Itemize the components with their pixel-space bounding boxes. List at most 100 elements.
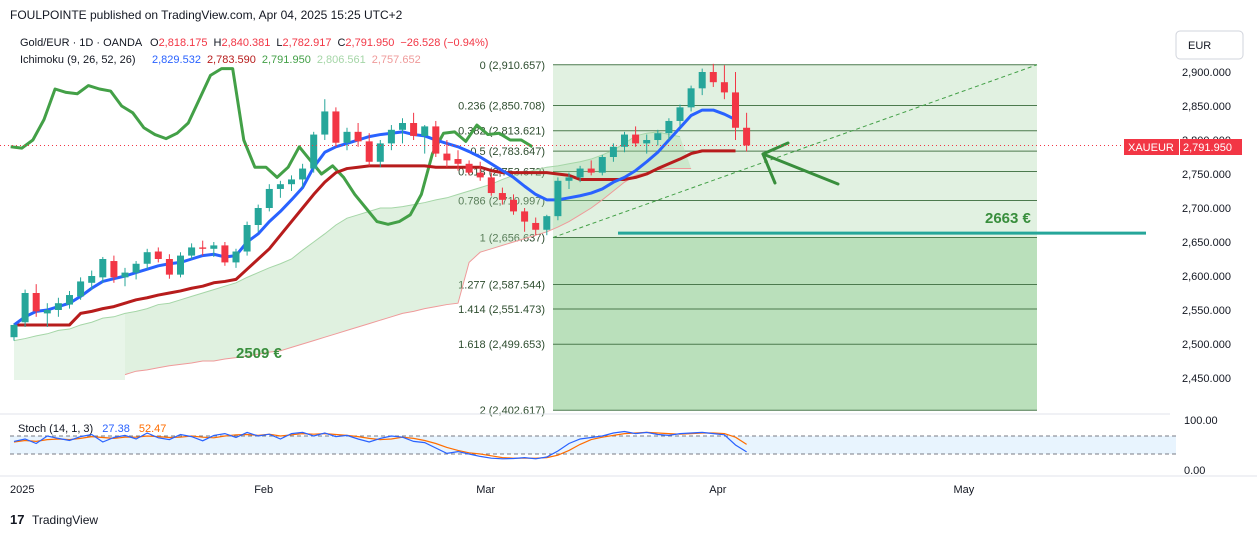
time-tick: Mar — [476, 484, 495, 496]
candle-body — [354, 131, 362, 142]
candle-body — [21, 293, 29, 323]
candle-body — [609, 146, 617, 157]
candle-body — [376, 143, 384, 162]
candle-body — [332, 111, 340, 143]
stoch-label[interactable]: Stoch (14, 1, 3) 27.38 52.47 — [18, 423, 166, 435]
publisher-line: FOULPOINTE published on TradingView.com,… — [10, 8, 403, 22]
fib-level-label: 0.236 (2,850.708) — [458, 101, 545, 113]
candle-body — [598, 157, 606, 173]
candle-body — [343, 131, 351, 143]
candle-body — [265, 188, 273, 208]
candle-body — [498, 193, 506, 200]
ichimoku-values-text: 2,829.532 2,783.590 2,791.950 2,806.561 2,75… — [152, 54, 421, 66]
drawings: 2663 € 2509 € — [0, 141, 1176, 362]
ichimoku-label[interactable]: Ichimoku (9, 26, 52, 26) — [20, 54, 136, 66]
candle-body — [654, 133, 662, 140]
fib-zone — [553, 308, 1037, 345]
time-tick: Feb — [254, 484, 273, 496]
fib-level-label: 2 (2,402.617) — [480, 405, 545, 417]
price-axis[interactable]: 2,450.000 2,500.000 2,550.000 2,600.000 2,65… — [1182, 67, 1231, 385]
price-tick: 2,600.000 — [1182, 271, 1231, 283]
level-2509-label: 2509 € — [236, 345, 283, 362]
candle-body — [188, 247, 196, 256]
fib-level-label: 1.618 (2,499.653) — [458, 339, 545, 351]
time-tick: Apr — [709, 484, 726, 496]
price-tick: 2,900.000 — [1182, 67, 1231, 79]
price-badge-price-bg — [1180, 139, 1242, 155]
price-badge-symbol: XAUEUR — [1128, 142, 1174, 154]
candle-body — [77, 281, 85, 297]
candle-body — [165, 259, 173, 275]
candle-body — [254, 208, 262, 225]
candle-body — [88, 276, 96, 283]
candle-body — [487, 177, 495, 194]
candle-body — [276, 184, 284, 189]
fib-level-label: 0 (2,910.657) — [480, 60, 545, 72]
stoch-band — [10, 436, 1176, 454]
fib-level-label: 1.277 (2,587.544) — [458, 279, 545, 291]
chikou-line — [10, 67, 534, 226]
candle-body — [565, 177, 573, 181]
stoch-tick: 100.00 — [1184, 415, 1218, 427]
candle-body — [32, 293, 40, 312]
fib-trend-line — [552, 64, 1038, 238]
candle-body — [521, 211, 529, 222]
ichimoku-value: 2,791.950 — [262, 54, 311, 66]
candle-body — [43, 310, 51, 314]
candle-body — [399, 123, 406, 130]
time-tick: 2025 — [10, 484, 34, 496]
ohlc-key-L: L — [276, 37, 282, 49]
arrow-line-lower — [761, 152, 777, 185]
candle-body — [310, 134, 318, 169]
tradingview-logo[interactable]: 17 TradingView — [10, 512, 98, 527]
candle-body — [110, 261, 118, 278]
fib-zone — [553, 64, 1037, 106]
fib-level-label: 1.414 (2,551.473) — [458, 304, 545, 316]
price-tick: 2,700.000 — [1182, 203, 1231, 215]
tenkan-line — [13, 108, 737, 327]
cloud-fill — [125, 131, 692, 375]
currency-selector[interactable] — [1175, 30, 1244, 60]
ohlc-value-O: 2,818.175 — [159, 37, 208, 49]
candle-body — [443, 153, 451, 161]
ichimoku-values: 2,829.532 2,783.590 2,791.950 2,806.561 2,75… — [152, 54, 421, 66]
fib-zone — [553, 237, 1037, 285]
symbol-name[interactable]: Gold/EUR · 1D · OANDA — [20, 37, 143, 49]
candle-body — [554, 180, 562, 217]
fib-zone — [553, 284, 1037, 309]
candle-body — [66, 295, 73, 305]
time-axis[interactable]: 2025 Feb Mar Apr May — [10, 484, 975, 496]
stoch-k-line — [13, 430, 747, 460]
currency-label: EUR — [1188, 40, 1211, 52]
candle-body — [10, 324, 18, 338]
fib-zone — [553, 151, 1037, 172]
ohlc-key-C: C — [337, 37, 345, 49]
ichimoku-lines — [10, 67, 737, 327]
candle-body — [210, 245, 218, 249]
fibonacci-layer: 0 (2,910.657)0.236 (2,850.708)0.382 (2,8… — [458, 60, 1038, 417]
candle-body — [587, 168, 595, 173]
candle-body — [732, 92, 739, 128]
symbol-label[interactable]: Gold/EUR · 1D · OANDA — [20, 37, 143, 49]
candle-body — [143, 252, 151, 264]
candle-body — [221, 245, 229, 263]
ichimoku-value: 2,783.590 — [207, 54, 256, 66]
fib-level-label: 0.786 (2,710.997) — [458, 196, 545, 208]
candle-body — [676, 107, 684, 121]
stoch-d-value: 52.47 — [139, 423, 167, 435]
ohlc-key-H: H — [214, 37, 222, 49]
candle-body — [299, 168, 307, 180]
stoch-tick: 0.00 — [1184, 465, 1205, 477]
candle-body — [154, 251, 162, 259]
price-tick: 2,850.000 — [1182, 101, 1231, 113]
candle-body — [532, 222, 540, 230]
candle-body — [288, 179, 295, 185]
stoch-d-line — [13, 431, 747, 459]
candle-body — [576, 168, 584, 178]
tv-brand: TradingView — [32, 513, 98, 527]
ichimoku-value: 2,757.652 — [372, 54, 421, 66]
candle-body — [510, 199, 517, 212]
candle-body — [410, 123, 418, 136]
candle-body — [632, 134, 640, 144]
